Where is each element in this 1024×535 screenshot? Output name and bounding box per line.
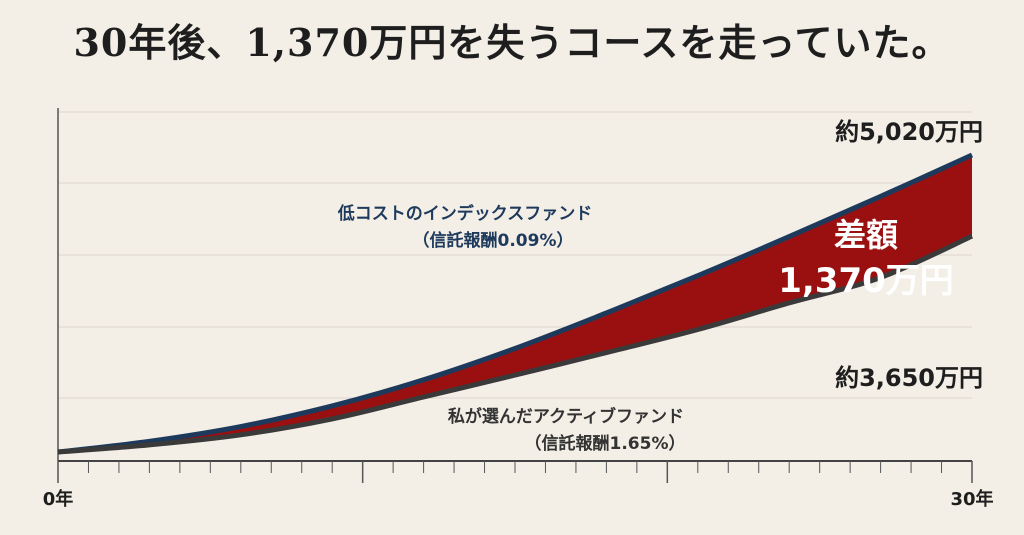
series-fee-active-fund: （信託報酬1.65%）	[525, 433, 686, 454]
difference-label: 差額	[834, 216, 898, 254]
series-name-index-fund: 低コストのインデックスファンド	[337, 203, 593, 224]
x-axis-start-label: 0年	[43, 488, 74, 510]
difference-value: 1,370万円	[778, 261, 954, 301]
end-label-active-fund: 約3,650万円	[835, 364, 983, 392]
axes	[57, 108, 973, 483]
chart-title: 30年後、1,370万円を失うコースを走っていた。	[73, 20, 951, 65]
series-fee-index-fund: （信託報酬0.09%）	[413, 230, 574, 251]
end-label-index-fund: 約5,020万円	[835, 118, 983, 146]
x-axis-end-label: 30年	[950, 488, 993, 510]
series-line-index-fund	[57, 152, 974, 455]
series-line-active-fund	[57, 233, 974, 455]
series-name-active-fund: 私が選んだアクティブファンド	[448, 406, 684, 427]
